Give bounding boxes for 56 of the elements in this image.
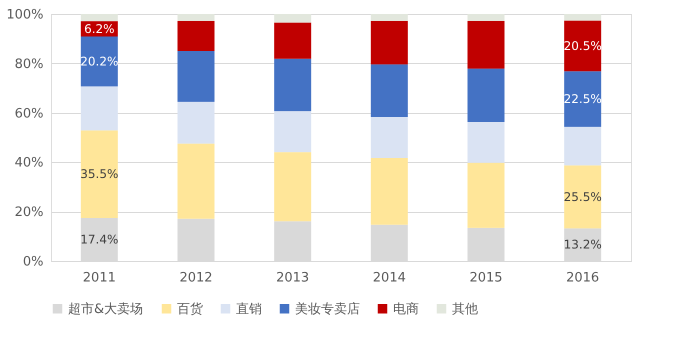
bar — [178, 102, 214, 144]
bar — [80, 86, 118, 130]
bar — [468, 122, 504, 163]
bar — [274, 152, 312, 222]
y-tick-label: 80% — [14, 56, 44, 72]
y-tick-label: 100% — [6, 8, 44, 22]
bar — [80, 36, 118, 86]
bar — [80, 14, 118, 22]
bar — [80, 218, 118, 261]
x-tick-label: 2011 — [82, 270, 116, 286]
x-tick-label: 2014 — [372, 270, 406, 286]
x-tick-label: 2015 — [469, 270, 503, 286]
bar — [468, 162, 504, 228]
data-label: 25.5% — [564, 190, 602, 204]
bar — [564, 126, 602, 166]
legend-label: 直销 — [236, 302, 262, 317]
y-tick-label: 20% — [14, 205, 44, 220]
bar — [468, 20, 504, 69]
x-tick-label: 2012 — [179, 270, 213, 286]
data-label: 20.2% — [80, 54, 118, 68]
legend-label: 其他 — [452, 302, 478, 317]
legend-label: 百货 — [177, 302, 203, 317]
data-label: 13.2% — [564, 238, 602, 252]
bar — [178, 14, 214, 21]
data-label: 6.2% — [84, 22, 115, 36]
y-tick-label: 0% — [22, 254, 44, 270]
bar — [370, 224, 408, 261]
bar — [564, 14, 602, 21]
x-tick-label: 2016 — [566, 270, 600, 286]
bar — [80, 130, 118, 218]
legend-label: 电商 — [393, 302, 419, 317]
legend-label: 超市&大卖场 — [68, 302, 144, 317]
bar — [274, 111, 312, 152]
data-label: 35.5% — [80, 167, 118, 182]
bar — [274, 58, 312, 112]
bar — [564, 165, 602, 228]
bar — [370, 14, 408, 21]
bar — [370, 20, 408, 64]
bar — [178, 144, 214, 219]
bar — [178, 218, 214, 261]
data-label: 17.4% — [80, 232, 118, 247]
y-tick-label: 40% — [14, 156, 44, 171]
bar — [468, 68, 504, 122]
bar — [370, 117, 408, 158]
bar — [274, 22, 312, 59]
bar — [274, 14, 312, 23]
bar — [370, 158, 408, 225]
bar — [370, 64, 408, 117]
bar — [468, 14, 504, 21]
x-tick-label: 2013 — [276, 270, 310, 286]
bar — [178, 51, 214, 102]
bar — [274, 221, 312, 261]
legend-label: 美妆专卖店 — [295, 300, 360, 317]
y-tick-label: 60% — [14, 106, 44, 122]
bar — [468, 228, 504, 261]
bar — [178, 20, 214, 52]
